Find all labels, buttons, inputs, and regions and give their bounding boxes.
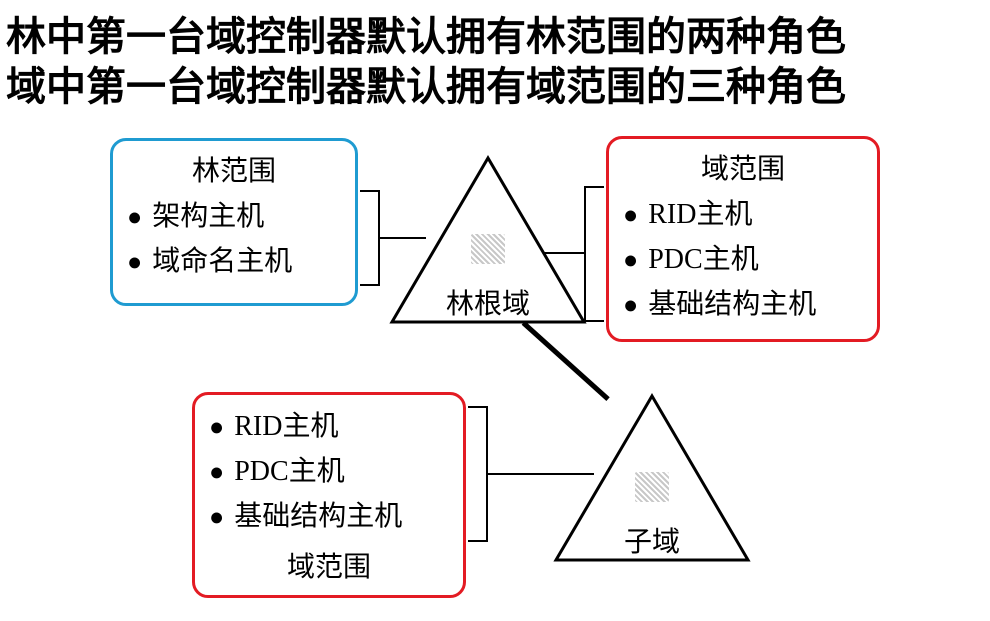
domain-scope-bottom-item: RID主机 (209, 405, 449, 450)
server-icon (635, 472, 669, 502)
domain-scope-top-item: 基础结构主机 (623, 283, 863, 328)
forest-scope-title: 林范围 (127, 149, 341, 189)
domain-scope-top-item: RID主机 (623, 193, 863, 238)
domain-scope-top-list: RID主机 PDC主机 基础结构主机 (623, 193, 863, 327)
heading-line-2: 域中第一台域控制器默认拥有域范围的三种角色 (6, 54, 846, 112)
bracket-forest (360, 190, 380, 286)
domain-scope-bottom-title: 域范围 (209, 545, 449, 585)
triangle-root-label: 林根域 (388, 282, 588, 322)
domain-scope-box-top: 域范围 RID主机 PDC主机 基础结构主机 (606, 136, 880, 342)
forest-scope-box: 林范围 架构主机 域命名主机 (110, 138, 358, 306)
page-root: 林中第一台域控制器默认拥有林范围的两种角色 域中第一台域控制器默认拥有域范围的三… (0, 0, 990, 621)
connector-root-to-child (522, 321, 610, 401)
domain-scope-box-bottom: RID主机 PDC主机 基础结构主机 域范围 (192, 392, 466, 598)
forest-scope-list: 架构主机 域命名主机 (127, 195, 341, 285)
domain-scope-top-title: 域范围 (623, 147, 863, 187)
domain-scope-bottom-item: PDC主机 (209, 450, 449, 495)
bracket-domain-bottom (468, 406, 488, 542)
connector-domain-bottom-to-child (488, 473, 594, 475)
domain-scope-bottom-list: RID主机 PDC主机 基础结构主机 (209, 405, 449, 539)
triangle-root: 林根域 (388, 154, 588, 326)
server-icon (471, 234, 505, 264)
domain-scope-bottom-item: 基础结构主机 (209, 495, 449, 540)
domain-scope-top-item: PDC主机 (623, 238, 863, 283)
triangle-child: 子域 (552, 392, 752, 564)
forest-scope-item: 架构主机 (127, 195, 341, 240)
triangle-child-label: 子域 (552, 520, 752, 560)
forest-scope-item: 域命名主机 (127, 240, 341, 285)
